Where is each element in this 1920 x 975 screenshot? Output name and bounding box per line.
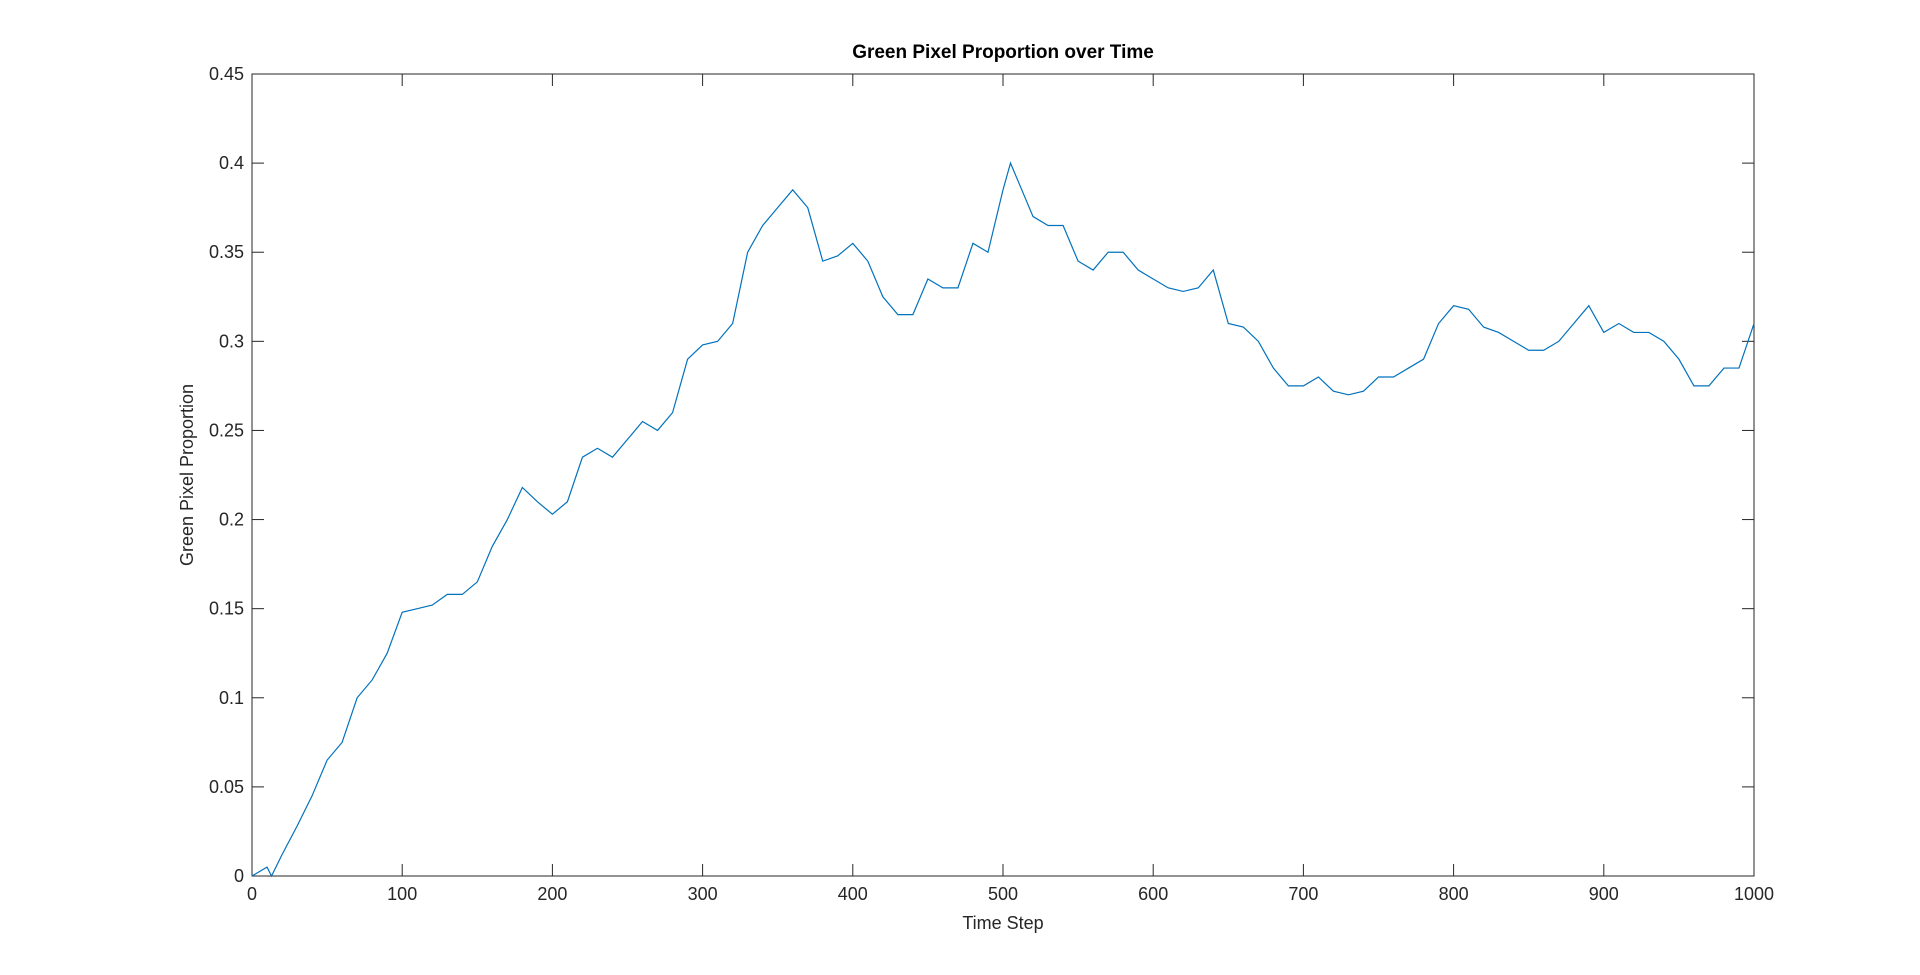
- x-axis-label: Time Step: [962, 913, 1043, 933]
- x-tick-label: 500: [988, 884, 1018, 904]
- x-tick-label: 600: [1138, 884, 1168, 904]
- y-tick-label: 0.4: [219, 153, 244, 173]
- chart-title: Green Pixel Proportion over Time: [852, 42, 1154, 63]
- x-tick-label: 300: [688, 884, 718, 904]
- plot-box: [251, 73, 1755, 877]
- y-tick-label: 0.05: [209, 777, 244, 797]
- y-tick-label: 0: [234, 866, 244, 886]
- y-axis-label: Green Pixel Proportion: [177, 384, 197, 566]
- y-tick-label: 0.1: [219, 688, 244, 708]
- y-tick-label: 0.45: [209, 64, 244, 84]
- x-tick-label: 900: [1589, 884, 1619, 904]
- y-tick-label: 0.15: [209, 599, 244, 619]
- y-tick-label: 0.25: [209, 420, 244, 440]
- x-tick-label: 200: [537, 884, 567, 904]
- y-tick-label: 0.2: [219, 510, 244, 530]
- x-tick-label: 400: [838, 884, 868, 904]
- y-tick-label: 0.3: [219, 331, 244, 351]
- x-tick-label: 800: [1439, 884, 1469, 904]
- x-tick-label: 700: [1288, 884, 1318, 904]
- x-tick-label: 100: [387, 884, 417, 904]
- data-line: [251, 161, 1755, 878]
- x-tick-label: 1000: [1734, 884, 1774, 904]
- y-tick-label: 0.35: [209, 242, 244, 262]
- x-tick-label: 0: [247, 884, 257, 904]
